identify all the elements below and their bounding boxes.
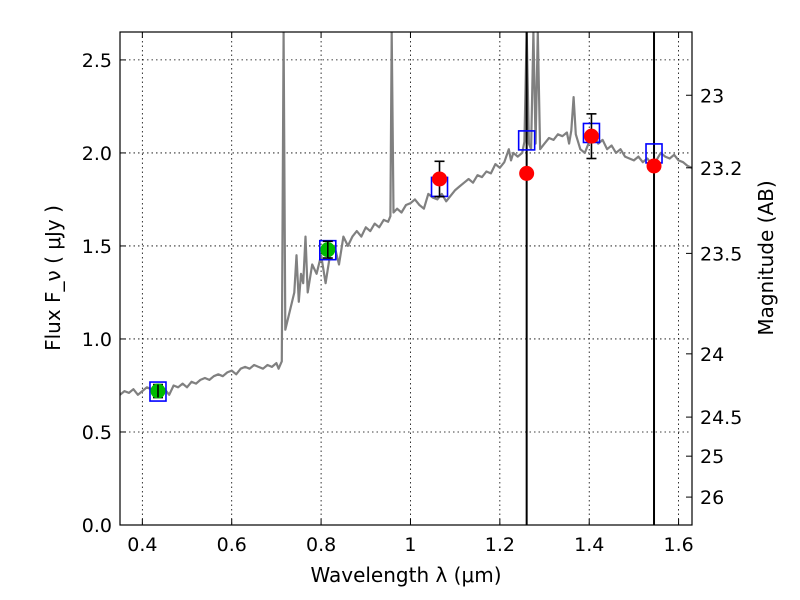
y-tick-label: 2.5: [82, 50, 112, 72]
y-tick-label: 0.5: [82, 422, 112, 444]
x-tick-label: 0.8: [306, 534, 336, 556]
observed-point: [519, 165, 535, 181]
right-tick-label: 24.5: [700, 407, 742, 429]
observed-point: [583, 128, 599, 144]
x-tick-label: 1: [404, 534, 416, 556]
right-tick-label: 23: [700, 85, 724, 107]
model-band-square: [517, 130, 536, 151]
right-tick-label: 23.5: [700, 243, 742, 265]
x-axis-label: Wavelength λ (μm): [310, 563, 501, 587]
right-tick-label: 25: [700, 446, 724, 468]
x-tick-label: 0.6: [217, 534, 247, 556]
y-tick-label: 2.0: [82, 143, 112, 165]
plot-area: [120, 32, 692, 525]
right-tick-label: 23.2: [700, 158, 742, 180]
y-axis-label: Flux F_ν ( μJy ): [41, 205, 65, 351]
y-tick-label: 1.0: [82, 329, 112, 351]
y-tick-label: 1.5: [82, 236, 112, 258]
x-tick-label: 0.4: [127, 534, 157, 556]
x-tick-label: 1.2: [485, 534, 515, 556]
model-band-square: [149, 381, 167, 402]
observed-point: [646, 158, 662, 174]
observed-point: [432, 171, 448, 187]
grid: [120, 32, 692, 526]
x-tick-label: 1.6: [663, 534, 693, 556]
plot-frame: [119, 31, 693, 526]
model-spectrum-line: [120, 32, 692, 396]
right-tick-label: 24: [700, 344, 724, 366]
axes: 0.4 0.6 0.8 1 1.2 1.4 1.6 0.0 0.5 1.0 1.5 2.0 2.5 23 2…: [82, 32, 742, 556]
y-axis-right-label: Magnitude (AB): [754, 180, 778, 335]
y-tick-label: 0.0: [82, 515, 112, 537]
right-tick-label: 26: [700, 487, 724, 509]
x-tick-label: 1.4: [574, 534, 604, 556]
